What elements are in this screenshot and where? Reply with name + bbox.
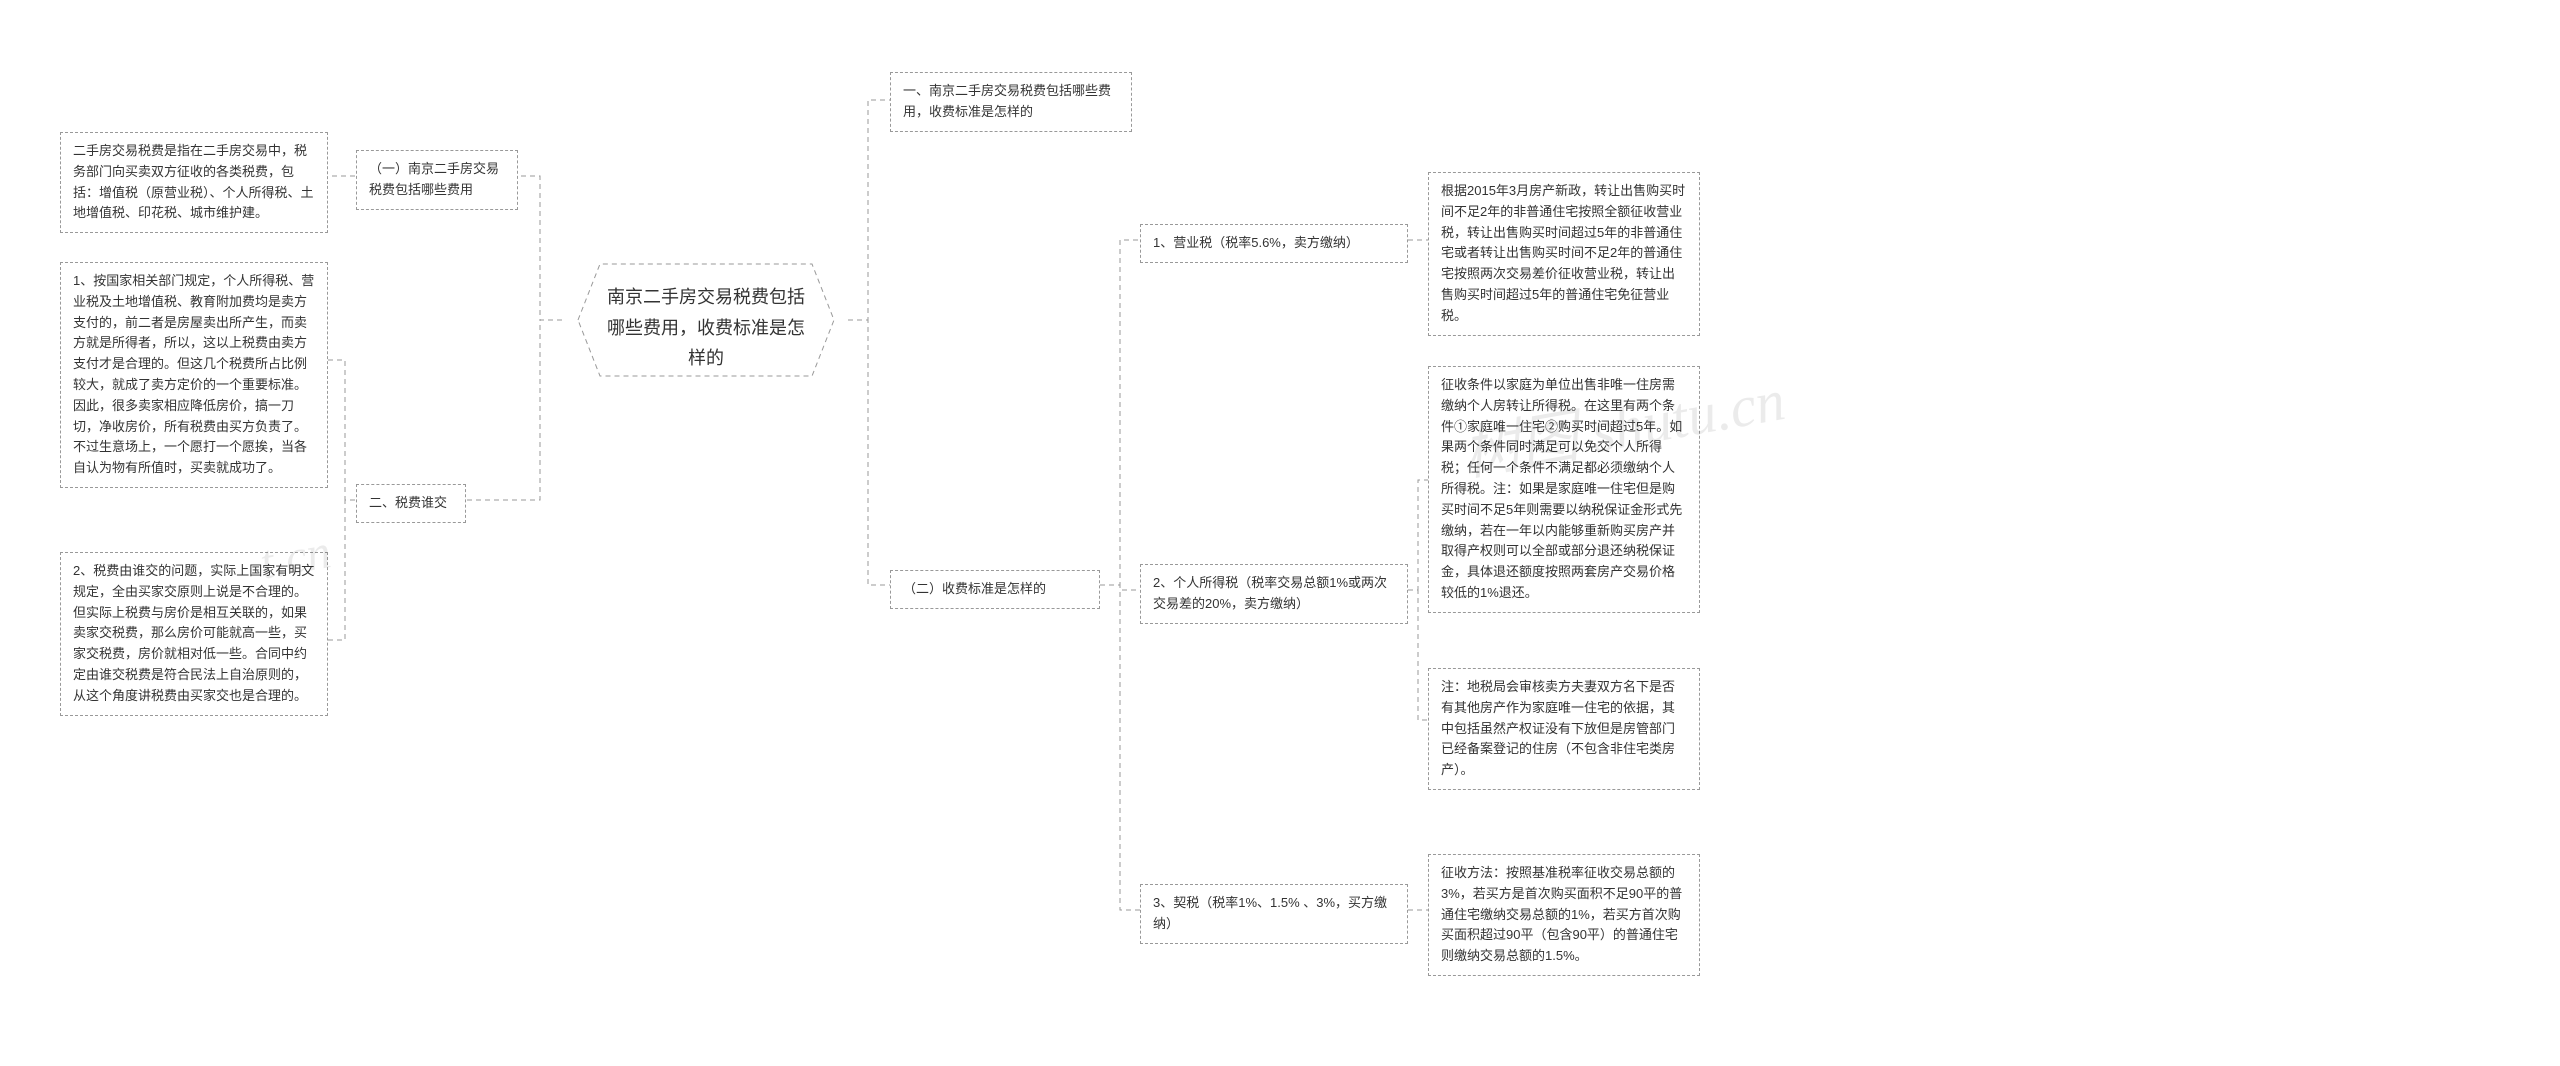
left-box2-detail1: 1、按国家相关部门规定，个人所得税、营业税及土地增值税、教育附加费均是卖方支付的… xyxy=(60,262,328,488)
center-title: 南京二手房交易税费包括 哪些费用，收费标准是怎 样的 xyxy=(580,268,832,388)
left-box2-detail2: 2、税费由谁交的问题，实际上国家有明文规定，全由买家交原则上说是不合理的。但实际… xyxy=(60,552,328,716)
left-box2-detail1-text: 1、按国家相关部门规定，个人所得税、营业税及土地增值税、教育附加费均是卖方支付的… xyxy=(73,273,314,475)
left-box1: （一）南京二手房交易税费包括哪些费用 xyxy=(356,150,518,210)
left-box1-detail-text: 二手房交易税费是指在二手房交易中，税务部门向买卖双方征收的各类税费，包括：增值税… xyxy=(73,143,314,220)
left-box1-detail: 二手房交易税费是指在二手房交易中，税务部门向买卖双方征收的各类税费，包括：增值税… xyxy=(60,132,328,233)
center-title-line2: 哪些费用，收费标准是怎 xyxy=(607,318,805,338)
right-r2-detail2: 注：地税局会审核卖方夫妻双方名下是否有其他房产作为家庭唯一住宅的依据，其中包括虽… xyxy=(1428,668,1700,790)
right-r2-detail1-text: 征收条件以家庭为单位出售非唯一住房需缴纳个人房转让所得税。在这里有两个条件①家庭… xyxy=(1441,377,1682,600)
right-r3-detail-text: 征收方法：按照基准税率征收交易总额的3%，若买方是首次购买面积不足90平的普通住… xyxy=(1441,865,1682,963)
right-r2: 2、个人所得税（税率交易总额1%或两次交易差的20%，卖方缴纳） xyxy=(1140,564,1408,624)
left-box1-label: （一）南京二手房交易税费包括哪些费用 xyxy=(369,161,499,197)
right-r1-label: 1、营业税（税率5.6%，卖方缴纳） xyxy=(1153,235,1359,250)
right-r2-detail1: 征收条件以家庭为单位出售非唯一住房需缴纳个人房转让所得税。在这里有两个条件①家庭… xyxy=(1428,366,1700,613)
right-r1-detail-text: 根据2015年3月房产新政，转让出售购买时间不足2年的非普通住宅按照全额征收营业… xyxy=(1441,183,1685,323)
left-box2: 二、税费谁交 xyxy=(356,484,466,523)
right-sub: （二）收费标准是怎样的 xyxy=(890,570,1100,609)
right-r2-detail2-text: 注：地税局会审核卖方夫妻双方名下是否有其他房产作为家庭唯一住宅的依据，其中包括虽… xyxy=(1441,679,1675,777)
right-r1-detail: 根据2015年3月房产新政，转让出售购买时间不足2年的非普通住宅按照全额征收营业… xyxy=(1428,172,1700,336)
right-r1: 1、营业税（税率5.6%，卖方缴纳） xyxy=(1140,224,1408,263)
right-r3-detail: 征收方法：按照基准税率征收交易总额的3%，若买方是首次购买面积不足90平的普通住… xyxy=(1428,854,1700,976)
center-title-line1: 南京二手房交易税费包括 xyxy=(607,287,805,307)
right-r2-label: 2、个人所得税（税率交易总额1%或两次交易差的20%，卖方缴纳） xyxy=(1153,575,1387,611)
right-sub-label: （二）收费标准是怎样的 xyxy=(903,581,1046,596)
left-box2-detail2-text: 2、税费由谁交的问题，实际上国家有明文规定，全由买家交原则上说是不合理的。但实际… xyxy=(73,563,314,703)
left-box2-label: 二、税费谁交 xyxy=(369,495,447,510)
right-top-label: 一、南京二手房交易税费包括哪些费用，收费标准是怎样的 xyxy=(903,83,1111,119)
right-top: 一、南京二手房交易税费包括哪些费用，收费标准是怎样的 xyxy=(890,72,1132,132)
right-r3: 3、契税（税率1%、1.5% 、3%，买方缴纳） xyxy=(1140,884,1408,944)
center-title-line3: 样的 xyxy=(688,348,724,368)
right-r3-label: 3、契税（税率1%、1.5% 、3%，买方缴纳） xyxy=(1153,895,1387,931)
